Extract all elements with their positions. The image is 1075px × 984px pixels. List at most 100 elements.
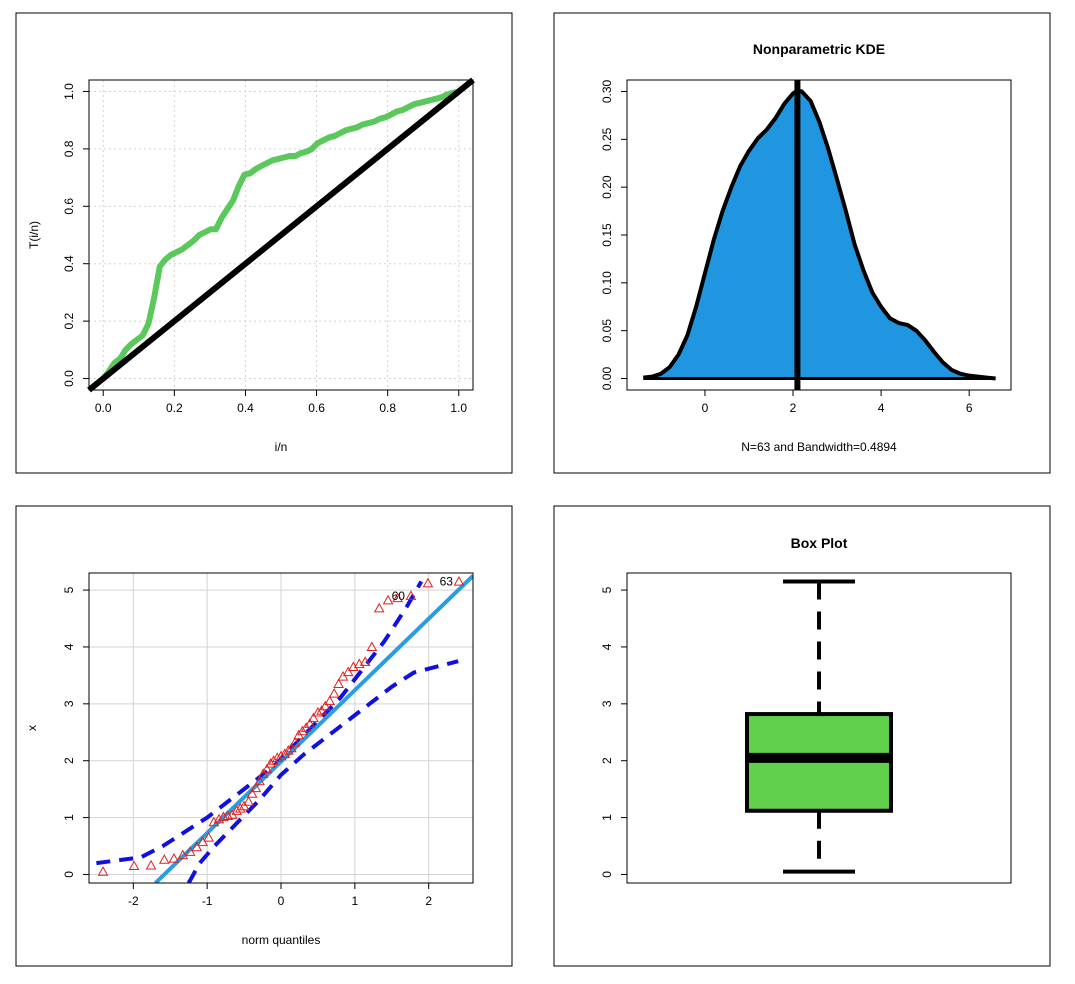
panel-tplot: 0.0 0.2 0.4 0.6 0.8 1.0 0.0 0.2 0.4 0.6 0.8 1.0 i/… — [15, 12, 513, 474]
x-tick-label: 0 — [702, 401, 709, 415]
y-tick-label: 1.0 — [62, 83, 76, 100]
y-tick-label: 4 — [62, 643, 76, 650]
y-axis: 0.00 0.05 0.10 0.15 0.20 0.25 0.30 — [600, 79, 627, 390]
qq-point — [405, 590, 417, 600]
y-axis: 0 1 2 3 4 5 — [62, 586, 89, 878]
x-tick-label: 2 — [425, 894, 432, 908]
qq-point — [213, 813, 225, 824]
qq-point — [382, 594, 394, 605]
qq-point — [453, 576, 465, 586]
qq-point — [231, 805, 243, 815]
plot-box — [88, 79, 474, 391]
point-label: 63 — [440, 575, 454, 589]
y-tick-label: 5 — [62, 586, 76, 593]
qq-point — [319, 700, 331, 711]
y-tick-label: 0.30 — [600, 79, 614, 103]
qq-point — [261, 763, 273, 774]
qq-point — [308, 712, 319, 723]
chart-title: Box Plot — [791, 535, 848, 551]
qq-point — [304, 718, 316, 728]
y-tick-label: 0.20 — [600, 175, 614, 199]
y-tick-label: 5 — [600, 586, 614, 593]
qq-point — [316, 705, 327, 715]
grid — [89, 80, 473, 390]
qq-point — [297, 725, 308, 736]
reference-line — [154, 574, 473, 883]
x-tick-label: 2 — [790, 401, 797, 415]
y-tick-label: 3 — [62, 700, 76, 707]
qq-point — [285, 742, 297, 753]
qq-point — [191, 841, 203, 852]
y-tick-label: 1 — [62, 814, 76, 821]
density-curve — [643, 88, 996, 381]
chart-title: Nonparametric KDE — [753, 41, 885, 57]
x-tick-label: 1 — [352, 894, 359, 908]
y-tick-label: 0.4 — [62, 255, 76, 272]
x-tick-label: 6 — [966, 401, 973, 415]
x-tick-label: -1 — [202, 894, 213, 908]
qq-plot-area — [96, 574, 473, 883]
qq-point — [254, 775, 265, 786]
panel-kde: 0 2 4 6 0.00 0.05 0.10 0.15 0.20 0.25 0.30 Nonpar… — [553, 12, 1051, 474]
y-tick-label: 0 — [62, 871, 76, 878]
qq-point — [235, 802, 246, 813]
y-tick-label: 0.00 — [600, 367, 614, 391]
y-axis: 0.0 0.2 0.4 0.6 0.8 1.0 — [62, 83, 89, 387]
x-axis: 0.0 0.2 0.4 0.6 0.8 1.0 — [95, 390, 467, 415]
qq-point — [197, 836, 209, 847]
qq-point — [222, 810, 234, 820]
y-tick-label: 0.15 — [600, 223, 614, 247]
qq-point — [312, 706, 324, 717]
y-axis: 0 1 2 3 4 5 — [600, 586, 627, 878]
plot-data — [745, 579, 893, 874]
confidence-band-upper — [96, 580, 424, 866]
qq-point — [128, 860, 140, 871]
y-tick-label: 1 — [600, 814, 614, 821]
panel-qqplot: 60 63 -2 -1 0 1 2 0 1 2 3 4 5 norm quantiles x — [15, 505, 513, 967]
qq-point — [177, 849, 189, 860]
qq-point — [218, 811, 229, 822]
y-axis-label: T(i/n) — [27, 221, 41, 249]
qq-point — [268, 755, 279, 765]
x-tick-label: 0.8 — [379, 401, 396, 415]
y-tick-label: 0.05 — [600, 319, 614, 343]
x-tick-label: 4 — [878, 401, 885, 415]
confidence-band-lower — [186, 659, 459, 883]
point-label: 60 — [392, 589, 406, 603]
x-axis-label: norm quantiles — [242, 933, 321, 947]
x-axis: 0 2 4 6 — [702, 390, 973, 415]
plot-data: 60 63 — [96, 574, 473, 883]
y-tick-label: 0.8 — [62, 140, 76, 157]
density-area — [643, 90, 996, 379]
qq-point — [366, 641, 378, 652]
y-tick-label: 0.2 — [62, 312, 76, 329]
panel-boxplot: 0 1 2 3 4 5 Box Plot — [553, 505, 1051, 967]
qq-point — [158, 854, 170, 864]
y-tick-label: 0.10 — [600, 271, 614, 295]
qq-point — [271, 752, 283, 762]
x-axis: -2 -1 0 1 2 — [128, 883, 432, 908]
panel-frame — [15, 12, 513, 474]
x-axis-label: N=63 and Bandwidth=0.4894 — [741, 440, 897, 454]
qq-point — [279, 748, 291, 758]
x-tick-label: 0.0 — [95, 401, 112, 415]
y-axis-label: x — [25, 725, 39, 731]
qq-point — [422, 577, 434, 588]
qq-point — [257, 768, 269, 778]
panel-frame — [15, 505, 513, 967]
x-tick-label: 0 — [278, 894, 285, 908]
qq-point — [203, 831, 214, 842]
qq-point — [283, 744, 294, 755]
qq-point — [208, 816, 220, 827]
x-axis-label: i/n — [275, 440, 288, 454]
qq-point — [243, 796, 254, 806]
qq-point — [342, 666, 354, 677]
y-tick-label: 4 — [600, 643, 614, 650]
plot-data — [643, 80, 996, 390]
qq-point — [184, 846, 196, 856]
y-tick-label: 2 — [600, 757, 614, 764]
plot-box — [626, 572, 1012, 884]
qq-point — [373, 602, 385, 613]
y-tick-label: 0.6 — [62, 198, 76, 215]
